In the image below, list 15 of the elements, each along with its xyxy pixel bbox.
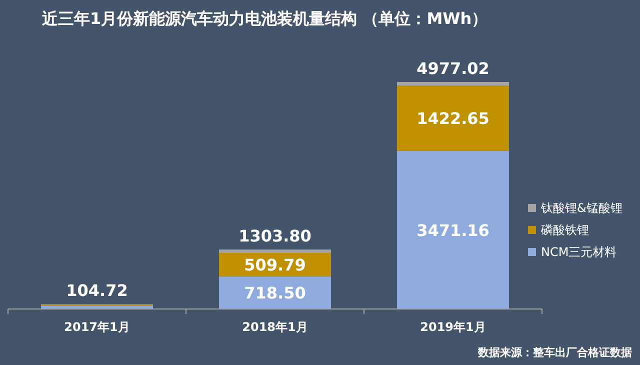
total-label: 104.72: [66, 281, 128, 300]
data-label: 718.50: [244, 284, 306, 303]
data-label: 3471.16: [416, 220, 490, 240]
legend-label: 磷酸铁锂: [540, 223, 589, 237]
total-label: 1303.80: [238, 226, 312, 246]
data-label: 1422.65: [416, 109, 490, 128]
data-label: 509.79: [244, 256, 306, 275]
total-label: 4977.02: [416, 59, 490, 78]
x-tick-label: 2018年1月: [242, 320, 308, 334]
x-tick-label: 2019年1月: [420, 320, 486, 334]
x-tick-label: 2017年1月: [64, 320, 130, 334]
title: 近三年1月份新能源汽车动力电池装机量结构 （单位：MWh）: [42, 9, 488, 28]
source-note: 数据来源：整车出厂合格证数据: [477, 346, 632, 359]
legend-label: 钛酸锂&锰酸锂: [540, 201, 622, 215]
legend-label: NCM三元材料: [541, 245, 617, 259]
